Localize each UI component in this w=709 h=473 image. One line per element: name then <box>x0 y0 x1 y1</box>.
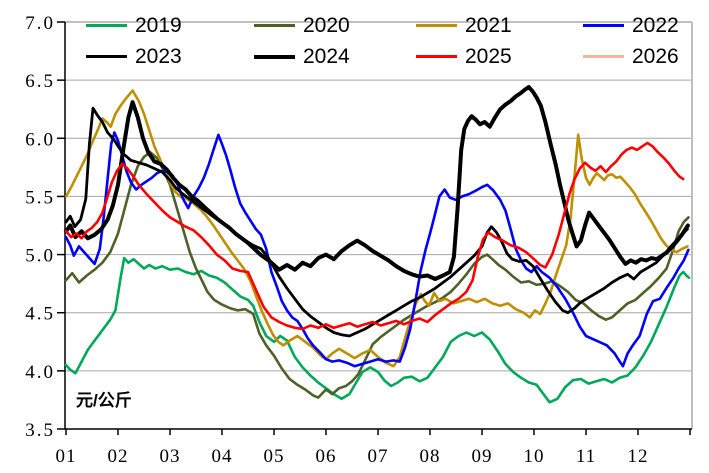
y-tick-label: 5.5 <box>25 187 55 208</box>
legend-label-2020: 2020 <box>303 14 350 37</box>
x-tick-label: 04 <box>212 446 233 467</box>
legend-swatch-2021 <box>416 24 457 27</box>
legend-item-2021: 2021 <box>416 10 583 41</box>
legend-swatch-2020 <box>254 24 295 27</box>
legend-item-2025: 2025 <box>416 41 583 72</box>
legend-swatch-2024 <box>254 54 295 59</box>
x-tick-label: 08 <box>420 446 441 467</box>
x-tick-label: 09 <box>472 446 493 467</box>
x-tick-label: 02 <box>108 446 129 467</box>
legend-label-2025: 2025 <box>465 45 512 68</box>
legend-item-2019: 2019 <box>86 10 254 41</box>
legend-label-2019: 2019 <box>135 14 182 37</box>
legend-item-2024: 2024 <box>254 41 416 72</box>
x-tick-label: 10 <box>524 446 545 467</box>
x-tick-label: 07 <box>368 446 389 467</box>
legend-item-2026: 2026 <box>583 41 679 72</box>
legend-label-2022: 2022 <box>632 14 679 37</box>
y-tick-label: 3.5 <box>25 420 55 441</box>
legend-item-2020: 2020 <box>254 10 416 41</box>
legend-label-2024: 2024 <box>303 45 350 68</box>
y-tick-label: 7.0 <box>25 13 55 34</box>
series-line-2022 <box>64 131 690 368</box>
series-line-2025 <box>64 141 685 331</box>
x-tick-label: 01 <box>56 446 77 467</box>
x-tick-label: 05 <box>264 446 285 467</box>
x-tick-label: 06 <box>316 446 337 467</box>
series-line-2024 <box>64 85 690 281</box>
legend-swatch-2019 <box>86 24 127 27</box>
legend-label-2026: 2026 <box>632 45 679 68</box>
y-tick-label: 6.5 <box>25 71 55 92</box>
x-tick-label: 11 <box>576 446 596 467</box>
series-line-2019 <box>64 256 691 404</box>
chart-legend: 2019 2020 2021 2022 2023 2024 2025 2026 <box>86 10 679 72</box>
legend-label-2023: 2023 <box>135 45 182 68</box>
series-line-2023 <box>64 106 689 338</box>
x-tick-label: 03 <box>160 446 181 467</box>
y-tick-label: 4.0 <box>25 362 55 383</box>
legend-label-2021: 2021 <box>465 14 512 37</box>
legend-item-2022: 2022 <box>583 10 679 41</box>
y-tick-label: 5.0 <box>25 246 55 267</box>
legend-swatch-2022 <box>583 24 624 27</box>
y-tick-label: 4.5 <box>25 304 55 325</box>
legend-swatch-2025 <box>416 55 457 58</box>
legend-swatch-2026 <box>583 55 624 58</box>
legend-item-2023: 2023 <box>86 41 254 72</box>
legend-swatch-2023 <box>86 55 127 58</box>
y-axis-unit-label: 元/公斤 <box>76 391 132 410</box>
y-tick-label: 6.0 <box>25 129 55 150</box>
x-tick-label: 12 <box>628 446 649 467</box>
